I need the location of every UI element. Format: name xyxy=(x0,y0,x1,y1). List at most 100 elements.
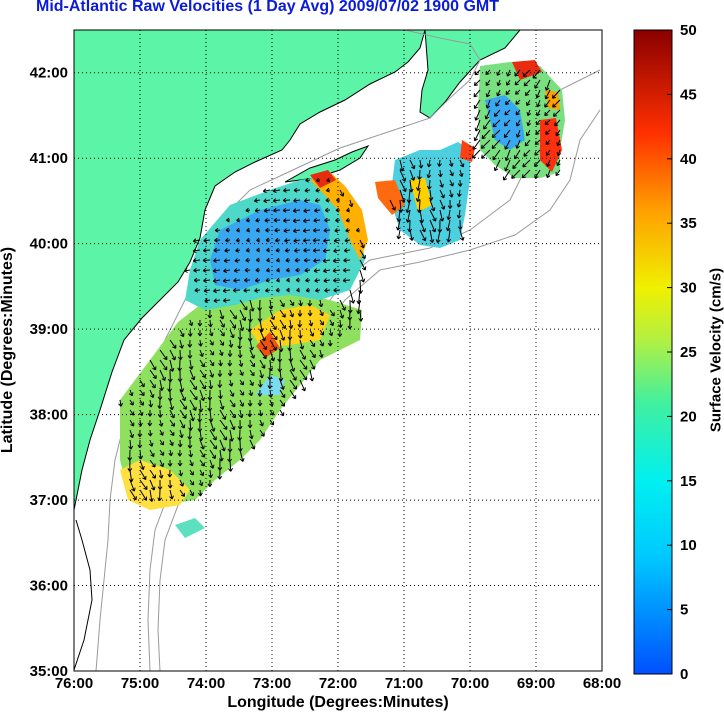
velocity-arrow xyxy=(207,309,213,319)
velocity-arrow xyxy=(233,268,241,273)
velocity-arrow xyxy=(419,229,427,242)
velocity-arrow xyxy=(193,267,201,273)
velocity-arrow xyxy=(279,299,285,308)
velocity-arrow xyxy=(299,339,305,350)
velocity-arrow xyxy=(312,248,321,253)
velocity-arrow xyxy=(329,309,335,317)
velocity-arrow xyxy=(556,149,562,157)
velocity-arrow xyxy=(147,419,153,427)
velocity-arrow xyxy=(319,339,325,347)
velocity-arrow xyxy=(491,129,501,138)
velocity-arrow xyxy=(546,149,551,156)
velocity-arrow xyxy=(267,369,273,381)
velocity-arrow xyxy=(129,419,135,427)
velocity-arrow xyxy=(179,329,185,338)
velocity-arrow xyxy=(302,238,311,243)
velocity-arrow xyxy=(192,238,201,244)
velocity-arrow xyxy=(324,287,331,293)
velocity-arrow xyxy=(295,267,301,273)
velocity-arrow xyxy=(129,479,136,492)
velocity-arrow xyxy=(472,139,481,150)
velocity-arrow xyxy=(265,227,271,233)
velocity-arrow xyxy=(245,247,251,253)
velocity-arrow xyxy=(457,179,463,187)
velocity-arrow xyxy=(219,319,225,328)
velocity-arrow xyxy=(169,439,174,446)
velocity-arrow xyxy=(187,339,193,348)
velocity-arrow xyxy=(275,247,281,253)
velocity-arrow xyxy=(159,449,165,456)
velocity-arrow xyxy=(209,459,215,469)
velocity-arrow xyxy=(273,217,281,223)
velocity-arrow xyxy=(208,319,213,328)
velocity-arrow xyxy=(213,247,221,253)
velocity-arrow xyxy=(262,188,271,194)
colorbar-ticks: 0 5 10 15 20 25 30 35 40 45 50 xyxy=(667,22,697,683)
velocity-arrow xyxy=(309,339,316,348)
velocity-arrow xyxy=(322,258,331,264)
velocity-arrow xyxy=(323,268,331,274)
velocity-arrow xyxy=(246,227,251,233)
velocity-arrow xyxy=(309,349,316,359)
velocity-arrow xyxy=(239,379,244,386)
velocity-arrow xyxy=(199,369,206,378)
velocity-arrow xyxy=(118,399,123,407)
velocity-arrow xyxy=(139,469,147,480)
velocity-arrow xyxy=(239,299,248,311)
velocity-arrow xyxy=(209,339,214,346)
velocity-arrow xyxy=(217,379,223,388)
velocity-arrow xyxy=(325,187,331,193)
velocity-arrow xyxy=(245,257,251,263)
velocity-arrow xyxy=(429,229,435,244)
velocity-arrow xyxy=(426,179,432,190)
velocity-arrow xyxy=(439,199,446,210)
velocity-arrow xyxy=(179,399,187,410)
velocity-arrow xyxy=(239,449,245,462)
velocity-arrow xyxy=(248,429,254,440)
velocity-arrow xyxy=(333,248,341,254)
velocity-arrow xyxy=(522,159,531,168)
colorbar-tick-label: 35 xyxy=(680,215,697,232)
velocity-arrow xyxy=(184,268,191,273)
velocity-arrow xyxy=(149,379,156,389)
velocity-arrow xyxy=(545,169,551,179)
velocity-arrow xyxy=(318,349,324,358)
velocity-arrow xyxy=(189,409,195,422)
velocity-arrow xyxy=(139,389,145,397)
velocity-arrow xyxy=(209,349,215,356)
velocity-arrow xyxy=(296,287,301,293)
velocity-arrow xyxy=(327,339,333,347)
velocity-arrow xyxy=(473,129,481,142)
y-tick-label: 38:00 xyxy=(30,407,68,424)
velocity-arrow xyxy=(523,79,531,87)
velocity-arrow xyxy=(511,169,521,179)
velocity-arrow xyxy=(302,228,311,234)
velocity-arrow xyxy=(227,359,233,367)
velocity-arrow xyxy=(409,229,414,241)
velocity-arrow xyxy=(158,419,164,427)
velocity-arrow xyxy=(418,159,424,169)
colorbar-label: Surface Velocity (cm/s) xyxy=(707,267,724,433)
velocity-arrow xyxy=(493,159,501,172)
velocity-arrow xyxy=(332,277,341,283)
x-tick-label: 71:00 xyxy=(385,675,423,692)
velocity-arrow xyxy=(187,349,193,359)
velocity-arrow xyxy=(276,267,281,273)
velocity-arrow xyxy=(169,419,175,427)
velocity-arrow xyxy=(249,439,256,450)
velocity-arrow xyxy=(348,199,354,208)
velocity-arrow xyxy=(523,149,531,157)
velocity-arrow xyxy=(319,309,324,317)
velocity-arrow xyxy=(283,228,291,233)
velocity-arrow xyxy=(198,479,204,487)
velocity-arrow xyxy=(149,459,156,468)
velocity-arrow xyxy=(389,199,396,211)
velocity-arrow xyxy=(179,389,187,402)
velocity-arrow xyxy=(426,159,432,168)
velocity-arrow xyxy=(269,329,278,341)
velocity-arrow xyxy=(256,237,261,243)
velocity-arrow xyxy=(148,399,154,408)
velocity-arrow xyxy=(292,208,301,214)
velocity-arrow xyxy=(474,69,481,76)
velocity-arrow xyxy=(285,257,291,263)
